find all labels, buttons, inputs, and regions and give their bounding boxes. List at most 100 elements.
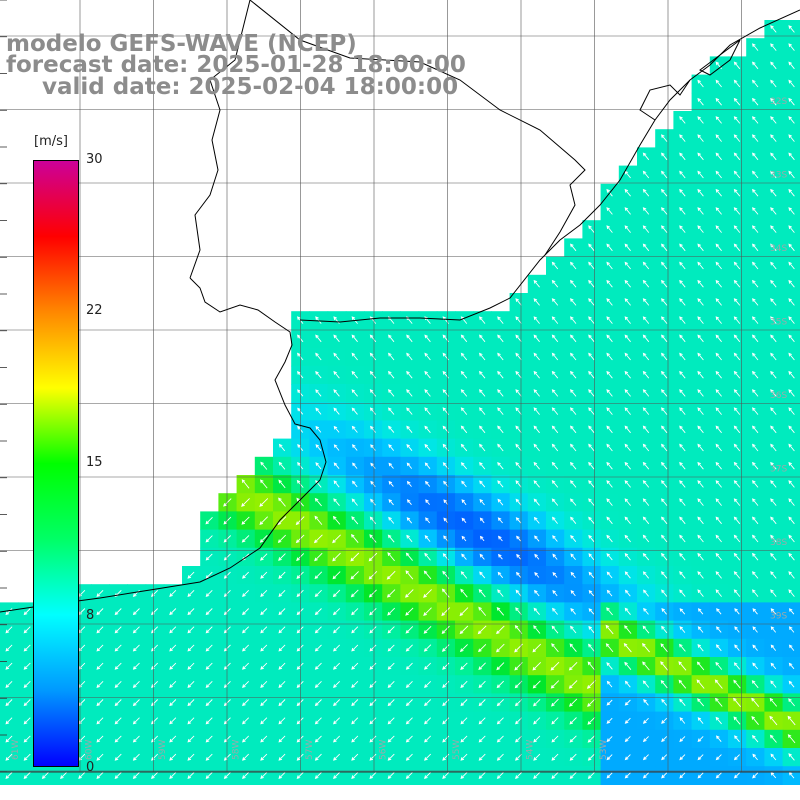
wind-arrow (496, 643, 505, 653)
wind-arrow (114, 644, 122, 652)
brazil-border (249, 0, 586, 256)
wind-arrow (515, 480, 522, 488)
wind-arrow (734, 644, 740, 651)
wind-arrow (479, 535, 485, 542)
wind-arrow (23, 626, 31, 634)
wind-arrow (770, 134, 777, 142)
wind-arrow (205, 699, 213, 707)
wind-arrow (570, 553, 576, 560)
wind-arrow (369, 334, 377, 343)
wind-arrow (515, 425, 522, 434)
wind-arrow (751, 552, 759, 561)
wind-arrow (660, 679, 668, 689)
wind-arrow (369, 534, 377, 543)
wind-arrow (679, 225, 686, 233)
latitude-label: 34S (770, 244, 787, 254)
wind-arrow (187, 771, 195, 779)
wind-arrow (369, 771, 377, 779)
wind-arrow (751, 680, 759, 689)
wind-arrow (351, 608, 359, 616)
wind-arrow (569, 698, 578, 707)
wind-arrow (624, 661, 632, 670)
wind-arrow (788, 443, 795, 452)
wind-arrow (697, 534, 704, 543)
wind-arrow (551, 607, 558, 615)
wind-arrow (751, 43, 759, 51)
wind-arrow (351, 753, 359, 761)
wind-arrow (679, 754, 686, 761)
wind-arrow (368, 589, 377, 598)
wind-arrow (770, 279, 777, 288)
wind-cell (782, 420, 800, 440)
wind-arrow (642, 736, 649, 743)
wind-arrow (605, 643, 614, 653)
latitude-label: 33S (770, 171, 787, 181)
wind-arrow (333, 753, 341, 761)
wind-arrow (260, 662, 268, 670)
wind-arrow (624, 261, 631, 270)
wind-arrow (733, 152, 741, 161)
wind-arrow (697, 261, 704, 270)
wind-arrow (697, 516, 704, 525)
wind-arrow (770, 571, 777, 579)
wind-cell (782, 529, 800, 549)
wind-arrow (479, 461, 486, 470)
wind-arrow (278, 497, 286, 507)
wind-arrow (642, 772, 649, 779)
wind-arrow (770, 225, 777, 233)
wind-arrow (679, 370, 686, 379)
wind-arrow (569, 480, 577, 488)
wind-cell (782, 202, 800, 221)
wind-arrow (460, 462, 468, 470)
wind-arrow (568, 680, 578, 689)
wind-arrow (78, 771, 86, 779)
wind-arrow (406, 389, 413, 397)
wind-arrow (497, 389, 504, 397)
wind-arrow (697, 754, 704, 761)
wind-arrow (679, 188, 686, 197)
wind-arrow (477, 625, 487, 635)
wind-arrow (351, 662, 359, 670)
wind-arrow (697, 134, 704, 142)
wind-arrow (642, 461, 650, 470)
wind-arrow (660, 207, 668, 215)
wind-arrow (278, 717, 286, 725)
wind-arrow (679, 643, 686, 652)
wind-arrow (351, 680, 359, 688)
wind-arrow (697, 79, 704, 88)
wind-arrow (715, 480, 722, 488)
wind-arrow (114, 771, 122, 779)
wind-arrow (205, 553, 213, 561)
wind-arrow (624, 225, 631, 233)
wind-arrow (770, 626, 777, 633)
wind-arrow (770, 116, 777, 124)
wind-arrow (442, 680, 450, 688)
wind-arrow (679, 152, 686, 161)
wind-arrow (606, 334, 613, 343)
wind-arrow (496, 625, 505, 635)
wind-arrow (714, 697, 723, 707)
wind-arrow (788, 134, 795, 142)
wind-arrow (733, 334, 741, 343)
wind-arrow (205, 680, 213, 688)
wind-arrow (569, 279, 577, 288)
wind-arrow (114, 662, 122, 670)
wind-arrow (733, 243, 741, 252)
wind-cell (782, 475, 800, 494)
wind-arrow (642, 552, 650, 561)
wind-arrow (223, 699, 231, 707)
wind-arrow (479, 571, 486, 579)
wind-arrow (733, 552, 741, 561)
wind-arrow (132, 644, 140, 652)
wind-arrow (606, 571, 613, 579)
wind-arrow (114, 608, 122, 616)
wind-arrow (205, 516, 213, 525)
wind-arrow (588, 279, 595, 288)
wind-arrow (551, 643, 559, 653)
wind-arrow (660, 661, 669, 671)
wind-cell (782, 675, 800, 694)
wind-arrow (242, 771, 250, 779)
wind-arrow (679, 571, 686, 579)
wind-arrow (424, 535, 431, 542)
